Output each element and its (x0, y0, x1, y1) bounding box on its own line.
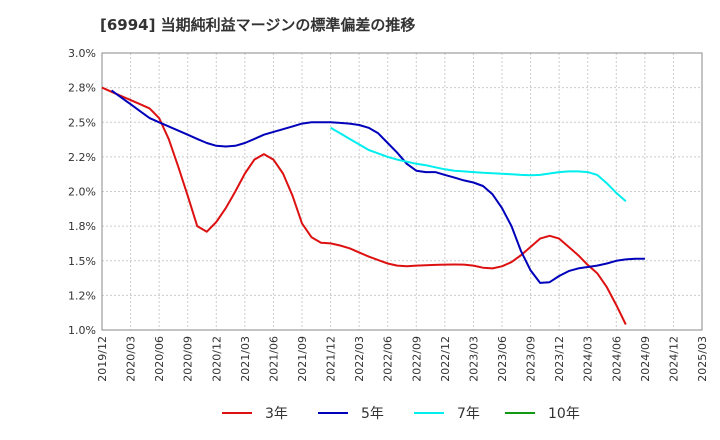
y-axis-ticks: 1.0% 1.2% 1.5% 1.8% 2.0% 2.2% 2.5% 2.8% 3.0% (68, 47, 96, 337)
x-tick-label: 2023/03 (467, 336, 480, 382)
y-tick-label: 1.5% (68, 255, 96, 268)
y-tick-label: 2.8% (68, 82, 96, 95)
y-tick-label: 1.2% (68, 289, 96, 302)
x-tick-label: 2021/06 (267, 336, 280, 382)
x-axis-ticks: 2019/12 2020/03 2020/06 2020/09 2020/12 2021/… (96, 336, 709, 382)
legend-label-3年: 3年 (265, 406, 288, 422)
x-tick-label: 2021/09 (296, 336, 309, 382)
chart-title: [6994] 当期純利益マージンの標準偏差の推移 (100, 16, 415, 34)
y-tick-label: 1.8% (68, 220, 96, 233)
series-line-7年 (330, 126, 627, 202)
x-tick-label: 2022/12 (439, 336, 452, 382)
x-tick-label: 2020/06 (153, 336, 166, 382)
y-tick-label: 3.0% (68, 47, 96, 60)
x-tick-label: 2023/06 (496, 336, 509, 382)
x-tick-label: 2025/03 (696, 336, 709, 382)
y-tick-label: 2.0% (68, 186, 96, 199)
x-tick-label: 2024/12 (667, 336, 680, 382)
y-tick-label: 1.0% (68, 324, 96, 337)
series-line-5年 (110, 89, 645, 284)
x-tick-label: 2022/09 (410, 336, 423, 382)
x-tick-label: 2024/09 (639, 336, 652, 382)
x-tick-label: 2020/03 (125, 336, 138, 382)
x-tick-label: 2022/03 (353, 336, 366, 382)
x-tick-label: 2020/12 (210, 336, 223, 382)
x-tick-label: 2024/06 (610, 336, 623, 382)
y-tick-label: 2.2% (68, 151, 96, 164)
legend: 3年 5年 7年 10年 (222, 406, 580, 422)
x-tick-label: 2021/03 (239, 336, 252, 382)
x-tick-label: 2023/09 (525, 336, 538, 382)
legend-label-5年: 5年 (361, 406, 384, 422)
legend-label-7年: 7年 (457, 406, 480, 422)
x-tick-label: 2023/12 (553, 336, 566, 382)
x-tick-label: 2022/06 (382, 336, 395, 382)
legend-label-10年: 10年 (548, 406, 580, 422)
series-lines (101, 86, 645, 325)
x-tick-label: 2019/12 (96, 336, 109, 382)
x-tick-label: 2021/12 (325, 336, 338, 382)
plot-frame (101, 52, 703, 331)
gridlines (101, 52, 703, 331)
x-tick-label: 2020/09 (182, 336, 195, 382)
y-tick-label: 2.5% (68, 116, 96, 129)
series-line-3年 (101, 86, 627, 325)
x-tick-label: 2024/03 (582, 336, 595, 382)
